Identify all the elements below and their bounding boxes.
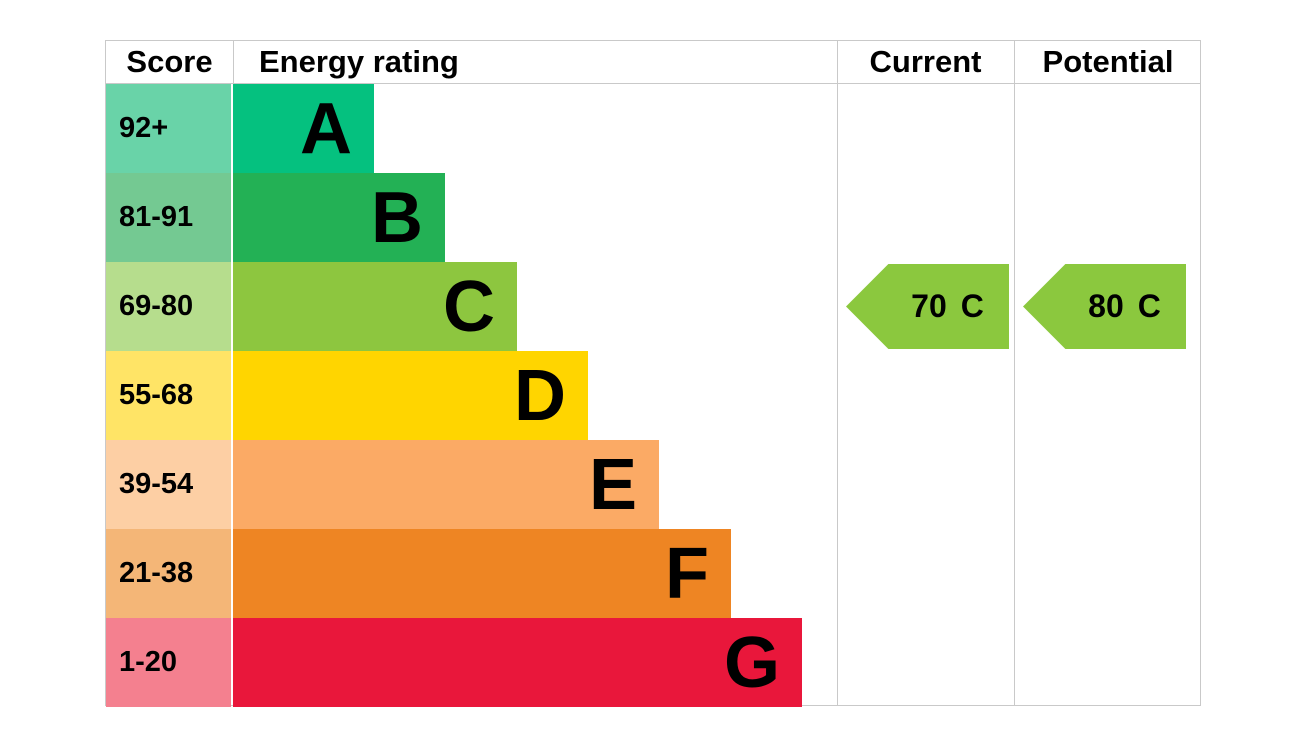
- epc-rating-chart: Score Energy rating Current Potential 92…: [105, 40, 1201, 707]
- header-divider-line: [106, 83, 1200, 84]
- score-range-a: 92+: [106, 84, 231, 173]
- epc-band-row-b: 81-91 B: [106, 173, 1200, 262]
- potential-column-header: Potential: [1042, 44, 1174, 79]
- score-column-divider-line: [233, 41, 234, 83]
- score-range-g: 1-20: [106, 618, 231, 707]
- epc-band-row-d: 55-68 D: [106, 351, 1200, 440]
- score-column-header: Score: [126, 44, 213, 79]
- potential-rating-value: 80: [1088, 288, 1124, 324]
- current-column-header: Current: [869, 44, 982, 79]
- band-bar-c: C: [233, 262, 517, 351]
- band-bar-e: E: [233, 440, 659, 529]
- band-bar-f: F: [233, 529, 731, 618]
- potential-rating-grade: C: [1137, 288, 1161, 324]
- band-bar-d: D: [233, 351, 588, 440]
- epc-band-row-e: 39-54 E: [106, 440, 1200, 529]
- current-column-divider-line: [837, 41, 838, 705]
- current-rating-grade: C: [960, 288, 984, 324]
- score-range-f: 21-38: [106, 529, 231, 618]
- score-range-d: 55-68: [106, 351, 231, 440]
- epc-band-row-c: 69-80 C: [106, 262, 1200, 351]
- band-bar-a: A: [233, 84, 374, 173]
- score-range-e: 39-54: [106, 440, 231, 529]
- current-rating-value: 70: [911, 288, 947, 324]
- potential-column-divider-line: [1014, 41, 1015, 705]
- score-range-c: 69-80: [106, 262, 231, 351]
- epc-bands: 92+ A 81-91 B 69-80 C 55-68 D 39-54 E 21-38 F 1-20 G: [106, 84, 1200, 707]
- epc-band-row-g: 1-20 G: [106, 618, 1200, 707]
- epc-band-row-f: 21-38 F: [106, 529, 1200, 618]
- energy-rating-column-header: Energy rating: [259, 44, 459, 79]
- score-range-b: 81-91: [106, 173, 231, 262]
- band-bar-b: B: [233, 173, 445, 262]
- epc-band-row-a: 92+ A: [106, 84, 1200, 173]
- band-bar-g: G: [233, 618, 802, 707]
